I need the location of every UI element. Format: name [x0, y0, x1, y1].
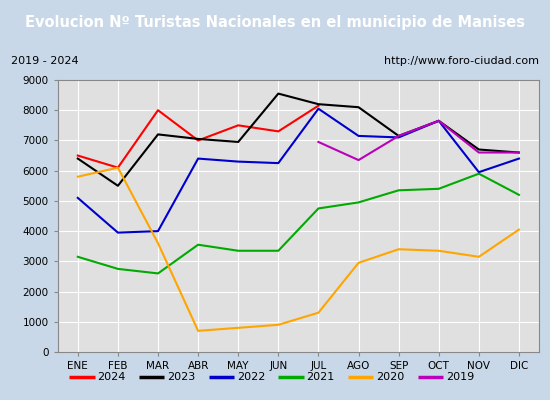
Text: http://www.foro-ciudad.com: http://www.foro-ciudad.com — [384, 56, 539, 66]
Text: 2022: 2022 — [237, 372, 265, 382]
Text: 2020: 2020 — [376, 372, 404, 382]
Text: Evolucion Nº Turistas Nacionales en el municipio de Manises: Evolucion Nº Turistas Nacionales en el m… — [25, 16, 525, 30]
Text: 2019 - 2024: 2019 - 2024 — [11, 56, 79, 66]
Text: 2019: 2019 — [446, 372, 474, 382]
Text: 2024: 2024 — [97, 372, 126, 382]
Text: 2023: 2023 — [167, 372, 195, 382]
Text: 2021: 2021 — [306, 372, 335, 382]
